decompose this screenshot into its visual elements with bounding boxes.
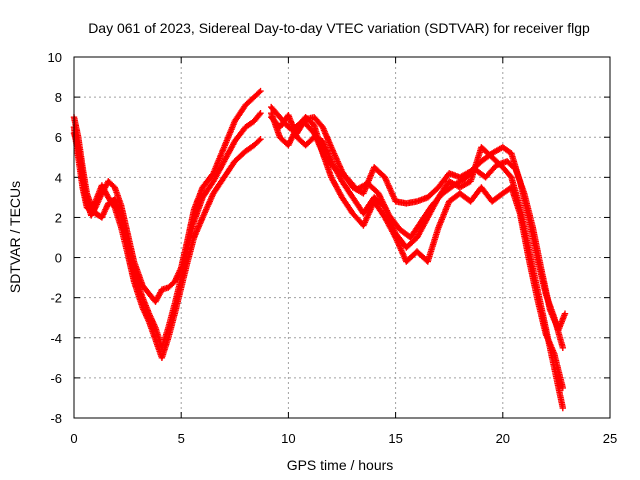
x-axis-label: GPS time / hours [287,457,394,473]
y-tick-label: 6 [55,130,62,145]
x-tick-label: 20 [496,431,510,446]
plus-markers [289,118,569,333]
y-tick-label: -2 [50,291,62,306]
y-tick-label: 10 [48,50,62,65]
x-tick-label: 25 [603,431,617,446]
y-axis-label: SDTVAR / TECUs [7,181,23,293]
series-track-7 [289,118,569,333]
x-tick-label: 5 [178,431,185,446]
y-tick-label: -4 [50,331,62,346]
y-tick-label: 0 [55,251,62,266]
plus-markers [268,110,566,392]
y-tick-label: 8 [55,90,62,105]
data-points [70,87,569,412]
x-tick-label: 10 [281,431,295,446]
y-tick-label: 4 [55,170,62,185]
plot-frame [73,56,611,419]
y-tick-label: -6 [50,371,62,386]
y-tick-label: -8 [50,411,62,426]
chart-title: Day 061 of 2023, Sidereal Day-to-day VTE… [88,20,590,36]
y-tick-label: 2 [55,210,62,225]
series-track-6 [268,110,566,392]
x-tick-label: 0 [70,431,77,446]
x-tick-label: 15 [388,431,402,446]
